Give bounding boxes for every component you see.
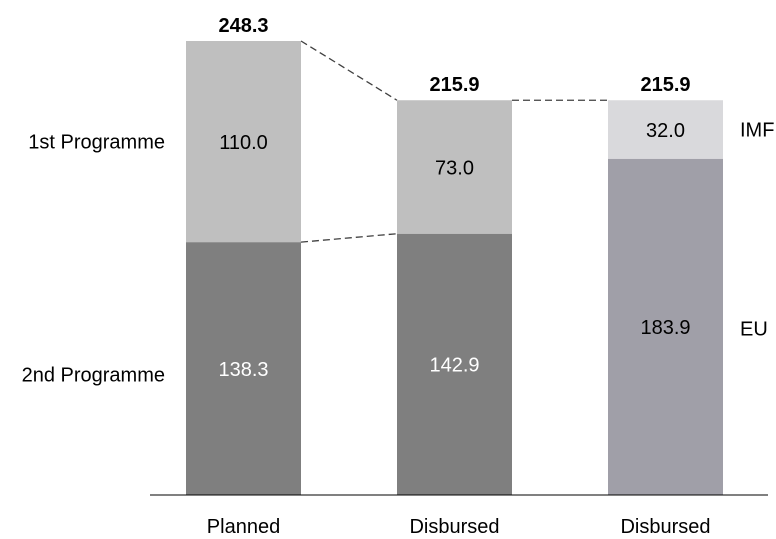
total-label-3: 215.9	[640, 74, 690, 96]
connector-lines	[300, 40, 608, 243]
bar-segment-3-imf	[608, 100, 723, 159]
bar-segment-1-2nd-programme	[186, 242, 301, 495]
category-label-2: Disbursed	[409, 516, 499, 538]
segment-value-label-2-2nd-programme: 142.9	[429, 355, 479, 377]
segment-value-label-3-imf: 32.0	[646, 120, 685, 142]
segment-value-label-3-eu: 183.9	[640, 317, 690, 339]
segment-value-label-1-2nd-programme: 138.3	[218, 359, 268, 381]
connector-top-1-2	[300, 40, 398, 101]
category-labels: Planned Disbursed Disbursed	[207, 516, 711, 538]
left-label-2nd-programme: 2nd Programme	[22, 364, 165, 386]
bar-segment-3-eu	[608, 158, 723, 496]
category-label-3: Disbursed	[620, 516, 710, 538]
bar-segment-1-1st-programme	[186, 41, 301, 243]
bar-segment-2-2nd-programme	[397, 233, 512, 496]
total-label-2: 215.9	[429, 74, 479, 96]
left-label-1st-programme: 1st Programme	[28, 131, 165, 153]
bar-segment-2-1st-programme	[397, 100, 512, 234]
right-label-eu: EU	[740, 318, 768, 340]
total-label-1: 248.3	[218, 15, 268, 37]
bars-group: 138.3 110.0 248.3 142.9 73.0 215.9 183.9 32.0 21…	[186, 15, 723, 496]
segment-value-label-1-1st-programme: 110.0	[219, 132, 268, 154]
connector-mid-1-2	[300, 233, 398, 243]
right-label-imf: IMF	[740, 119, 774, 141]
category-label-1: Planned	[207, 516, 280, 538]
segment-value-label-2-1st-programme: 73.0	[435, 157, 474, 179]
